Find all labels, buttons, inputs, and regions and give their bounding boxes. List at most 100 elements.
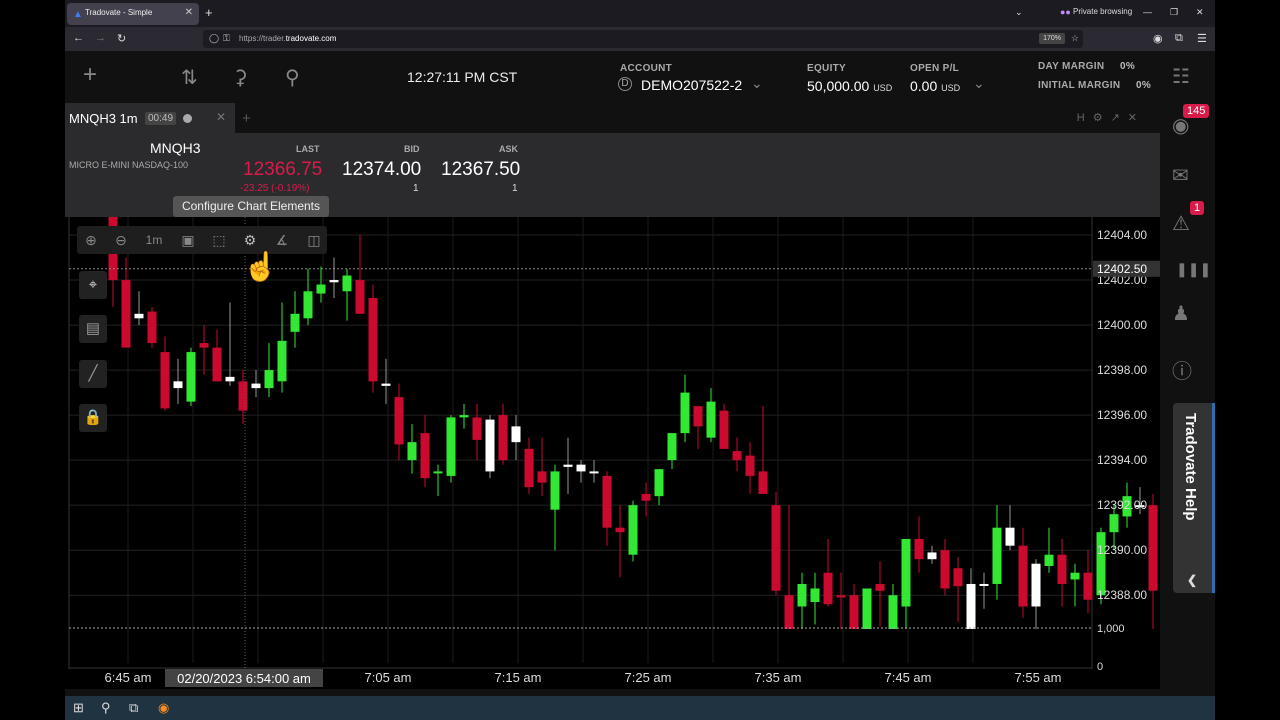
candle-body [355, 280, 365, 314]
equity-amount: 50,000.00 [807, 78, 870, 94]
help-panel-tab[interactable]: Tradovate Help ❮ [1173, 403, 1215, 593]
restore-icon[interactable]: ❐ [1170, 7, 1179, 17]
lock-drawings-icon[interactable]: 🔒 [79, 404, 107, 432]
mouse-pointer-hand-icon: ☝ [243, 251, 278, 282]
transfer-arrows-icon[interactable]: ⇅ [181, 67, 198, 89]
firefox-icon[interactable]: ◉ [158, 700, 170, 715]
candle-body [706, 401, 716, 438]
candle-body [277, 340, 287, 382]
layout-icon[interactable]: ◫ [307, 232, 321, 248]
private-mask-icon: ●● [1060, 7, 1071, 17]
module-settings-icon[interactable]: ⚙ [1092, 112, 1111, 124]
module-popout-icon[interactable]: ↗ [1110, 112, 1128, 124]
close-window-icon[interactable]: ✕ [1196, 7, 1204, 17]
search-icon[interactable]: ⚲ [285, 67, 300, 89]
menu-icon[interactable]: ☰ [1197, 33, 1207, 45]
bid-price[interactable]: 12374.00 [342, 159, 422, 180]
chevron-left-icon[interactable]: ❮ [1187, 573, 1198, 587]
candle-body [290, 313, 300, 332]
account-chevron-down-icon[interactable]: ⌄ [751, 75, 763, 91]
help-circle-icon[interactable]: ⓘ [1172, 361, 1192, 383]
candle-body [745, 455, 755, 476]
candle-body [589, 471, 599, 474]
windows-start-icon[interactable]: ⊞ [73, 700, 84, 715]
pocket-icon[interactable]: ◉ [1153, 33, 1163, 45]
candle-body [862, 588, 872, 629]
warning-icon[interactable]: ⚠ [1172, 213, 1190, 235]
zoom-level[interactable]: 170% [1039, 33, 1065, 44]
last-price: 12366.75 [243, 159, 323, 180]
task-view-icon[interactable]: ⧉ [129, 700, 139, 715]
browser-tab[interactable]: ▲ Tradovate - Simple ✕ [67, 3, 199, 25]
bookmark-star-icon[interactable]: ☆ [1070, 33, 1079, 43]
tab-list-chevron-icon[interactable]: ⌄ [1015, 7, 1023, 17]
chat-icon[interactable]: ✉ [1172, 165, 1189, 187]
draw-line-tool-icon[interactable]: ╱ [79, 360, 107, 388]
candle-body [667, 433, 677, 461]
candle-body [888, 595, 898, 629]
shield-icon[interactable]: ◯ [209, 33, 220, 43]
chart-tab[interactable]: MNQH3 1m 00:49 ✕ [65, 103, 235, 133]
time-tick-label: 7:15 am [495, 670, 542, 685]
crosshair-tool-icon[interactable]: ⌖ [79, 271, 107, 299]
candle-body [186, 352, 196, 402]
candle-body [537, 471, 547, 483]
community-icon[interactable]: ♟ [1172, 303, 1190, 325]
price-tick-label: 12394.00 [1097, 453, 1147, 467]
module-h-icon[interactable]: H [1076, 112, 1093, 124]
candle-body [303, 291, 313, 319]
candle-body [1018, 545, 1028, 607]
candle-body [511, 426, 521, 443]
dom-icon[interactable]: ❚❚❚ [1176, 261, 1212, 277]
candle-body [459, 415, 469, 418]
candle-body [485, 419, 495, 472]
bell-icon[interactable]: ⚳ [233, 67, 248, 89]
account-selector[interactable]: DEMO207522-2 [641, 77, 743, 93]
candlestick-chart[interactable]: 12404.0012402.0012400.0012398.0012396.00… [65, 194, 1160, 689]
zoom-out-icon[interactable]: ⊖ [115, 232, 127, 248]
candle-body [121, 280, 131, 348]
chart-style-candles-icon[interactable]: ▣ [181, 232, 195, 248]
quote-symbol: MNQH3 [150, 140, 201, 156]
plus-icon[interactable]: + [83, 61, 98, 88]
time-tick-label: 7:05 am [365, 670, 412, 685]
taskbar-search-icon[interactable]: ⚲ [101, 700, 111, 715]
time-tick-label: 7:55 am [1015, 670, 1062, 685]
candle-body [914, 538, 924, 560]
zoom-in-icon[interactable]: ⊕ [85, 232, 97, 248]
close-tab-icon[interactable]: ✕ [184, 7, 193, 18]
alert-badge: 1 [1190, 201, 1205, 215]
sliders-icon[interactable]: ☷ [1172, 66, 1190, 88]
ask-price[interactable]: 12367.50 [441, 159, 521, 180]
last-header: LAST [296, 144, 320, 154]
forward-icon[interactable]: → [95, 32, 106, 44]
private-browsing-label: Private browsing [1073, 7, 1133, 16]
lock-icon[interactable]: ⚿ [223, 33, 230, 43]
candle-body [992, 527, 1002, 584]
indicators-icon[interactable]: ∡ [275, 232, 289, 248]
back-icon[interactable]: ← [73, 32, 84, 44]
new-tab-icon[interactable]: + [205, 5, 213, 20]
open-pl-chevron-down-icon[interactable]: ⌄ [973, 75, 985, 91]
extensions-icon[interactable]: ⧉ [1175, 32, 1183, 44]
price-tick-label: 12396.00 [1097, 408, 1147, 422]
module-close-icon[interactable]: ✕ [1127, 112, 1145, 124]
url-prefix: https://trader. [239, 34, 286, 43]
reload-icon[interactable]: ↻ [117, 33, 127, 45]
add-chart-tab-icon[interactable]: + [242, 110, 251, 127]
globe-news-icon[interactable]: ◉ [1172, 115, 1190, 137]
notes-tool-icon[interactable]: ▤ [79, 315, 107, 343]
configure-elements-icon[interactable]: ⚙ [243, 232, 257, 248]
candle-body [134, 313, 144, 319]
candle-body [238, 381, 248, 411]
time-tick-label: 7:25 am [625, 670, 672, 685]
equity-currency: USD [873, 83, 893, 93]
chart-area[interactable]: 12404.00 12402.00 12400.00 12398.00 12396.00… [65, 194, 1160, 689]
url-field[interactable]: ◯ ⚿ https://trader.tradovate.com 170% ☆ [203, 30, 1083, 48]
minimize-icon[interactable]: — [1143, 7, 1152, 17]
interval-button[interactable]: 1m [145, 233, 163, 247]
price-tick-label: 12392.00 [1097, 498, 1147, 512]
close-chart-tab-icon[interactable]: ✕ [216, 110, 227, 124]
selection-box-icon[interactable]: ⬚ [212, 232, 226, 248]
url-text: https://trader.tradovate.com [239, 34, 336, 43]
